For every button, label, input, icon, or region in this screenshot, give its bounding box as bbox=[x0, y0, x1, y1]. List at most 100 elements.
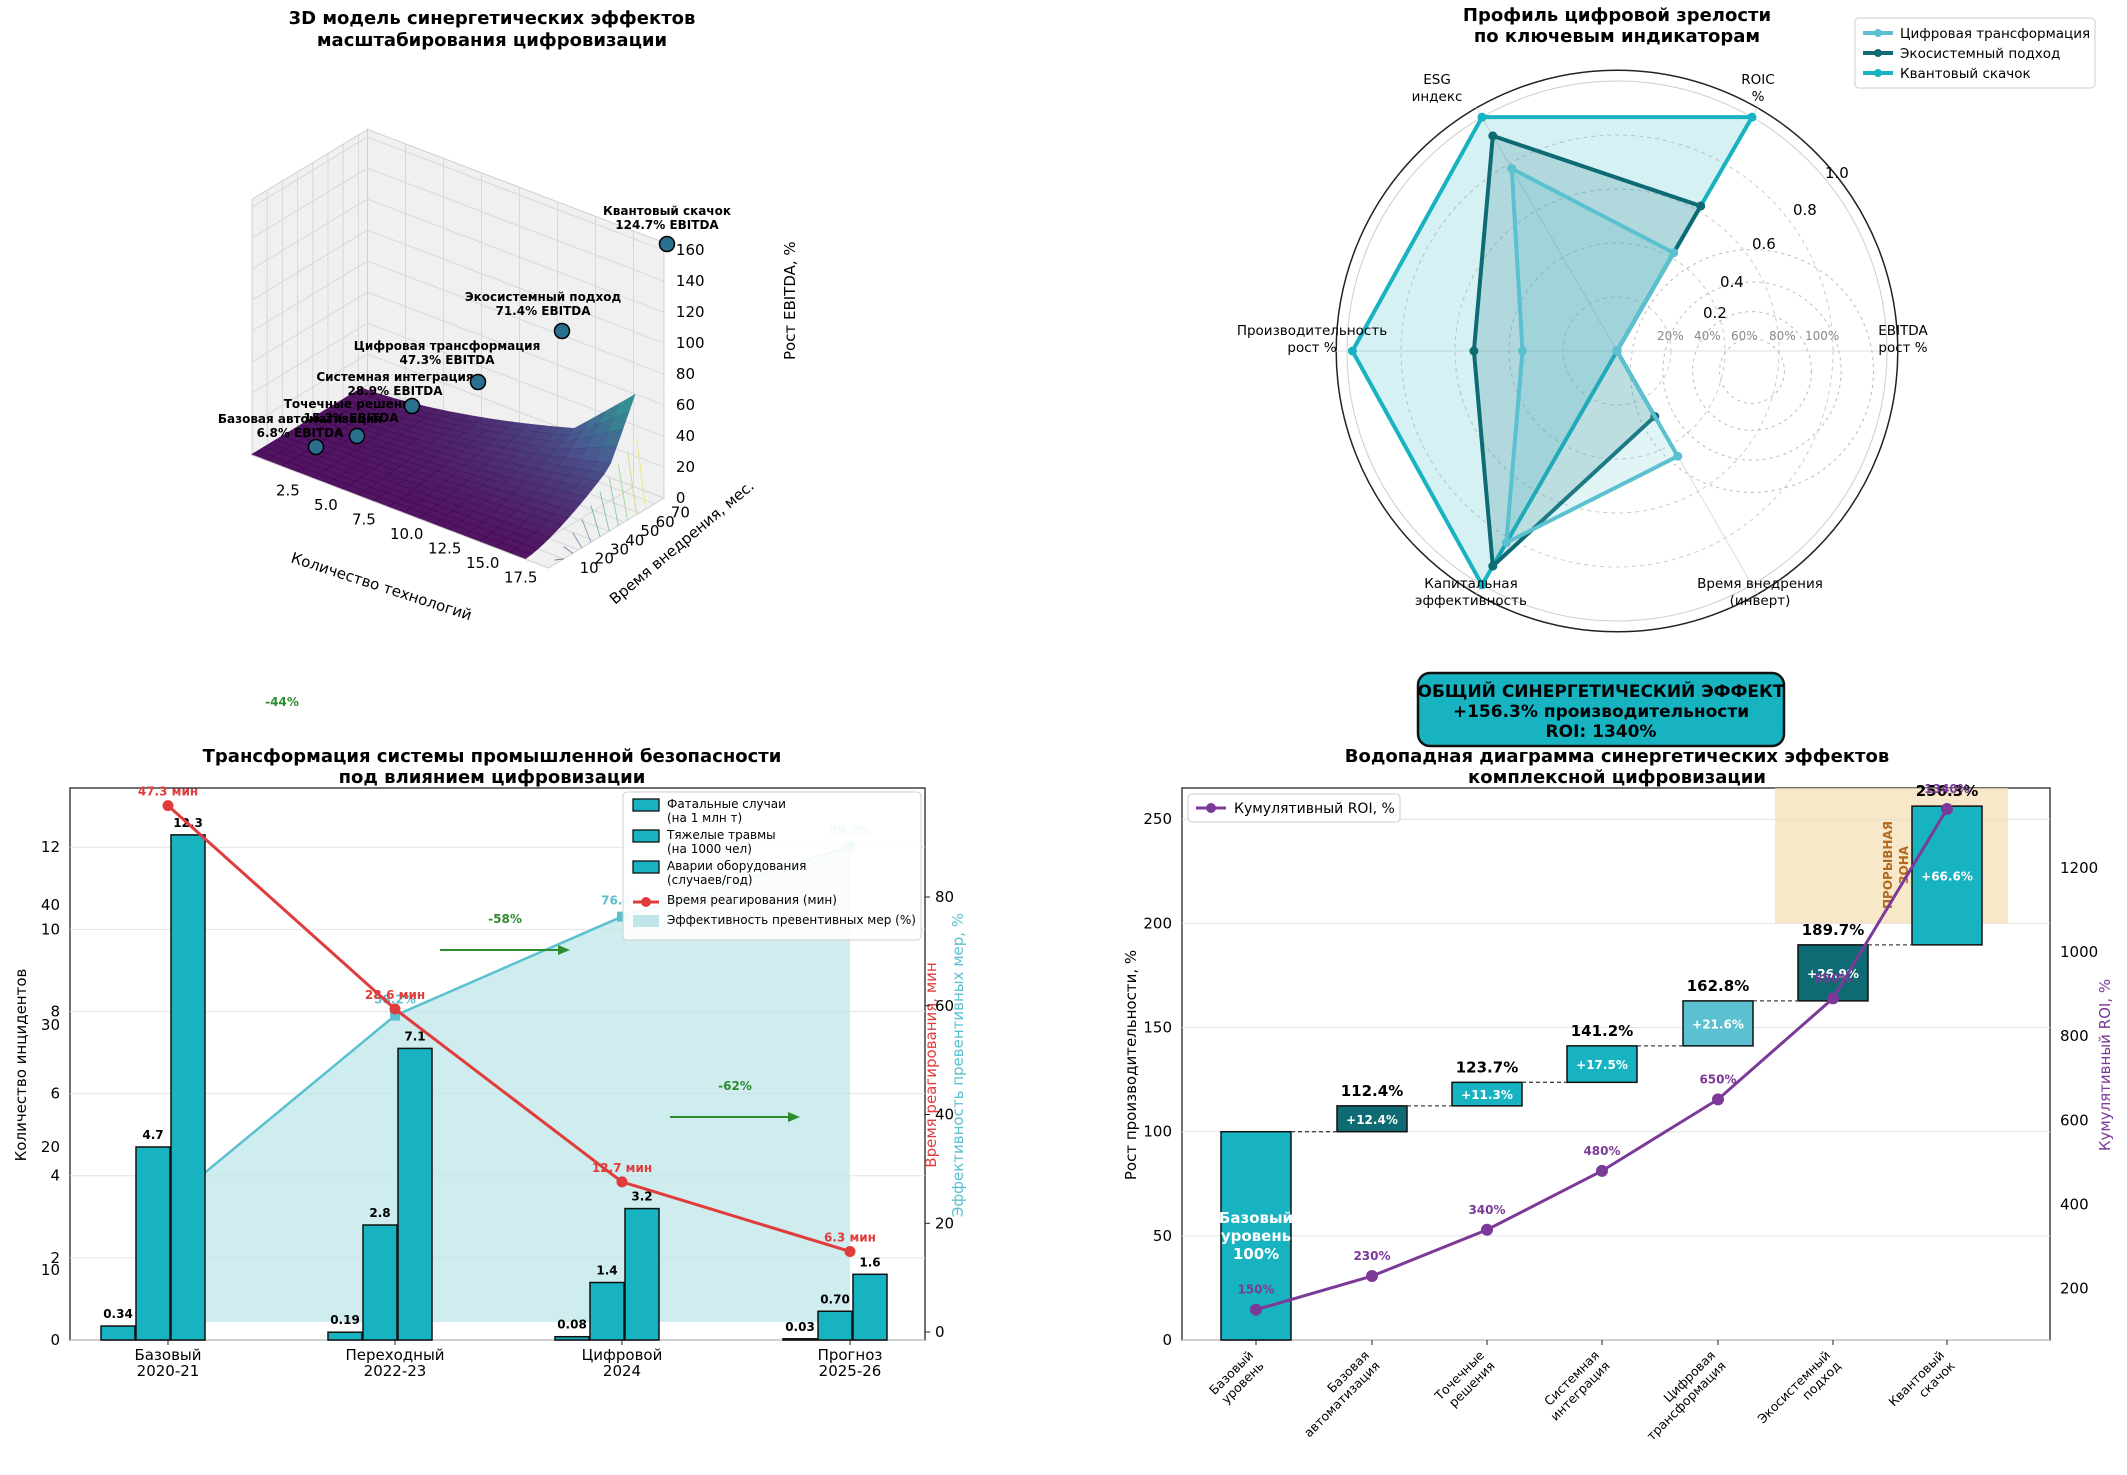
legend-label: Тяжелые травмы bbox=[666, 828, 776, 842]
response-marker bbox=[162, 800, 174, 812]
milestone-point bbox=[403, 397, 421, 415]
grid-line bbox=[251, 167, 665, 282]
y2-tick-label: 600 bbox=[2060, 1111, 2089, 1129]
delta-label: +17.5% bbox=[1576, 1058, 1628, 1072]
grid-line bbox=[251, 198, 665, 313]
contour-line bbox=[608, 478, 619, 526]
roi-marker bbox=[1250, 1303, 1262, 1316]
legend-swatch bbox=[632, 829, 660, 843]
inner-tick-label: 60% bbox=[1731, 329, 1758, 343]
surface-cell bbox=[509, 548, 533, 559]
radar-point bbox=[1347, 346, 1357, 356]
grid-line bbox=[251, 229, 665, 344]
zone-label: ПРОРЫВНАЯ bbox=[1881, 821, 1895, 909]
waterfall-bar bbox=[1911, 805, 1983, 946]
radar-legend: Цифровая трансформация Экосистемный подхо… bbox=[1854, 17, 2096, 89]
chart-title: Водопадная диаграмма синергетических эфф… bbox=[1345, 746, 1890, 767]
contour-line bbox=[554, 558, 564, 561]
radar-point bbox=[1488, 131, 1498, 141]
legend-marker bbox=[641, 897, 651, 907]
legend-marker bbox=[1874, 49, 1882, 57]
x-tick-label: Переходный bbox=[345, 1346, 444, 1364]
roi-value-label: 480% bbox=[1583, 1144, 1620, 1158]
incident-bar bbox=[100, 1325, 136, 1341]
delta-label: +12.4% bbox=[1346, 1113, 1398, 1127]
radial-tick-label: 0.6 bbox=[1752, 235, 1776, 253]
milestone-label: 71.4% EBITDA bbox=[495, 304, 591, 318]
x-tick-label: 10.0 bbox=[390, 525, 423, 543]
y-tick-label: 60 bbox=[656, 513, 675, 531]
z-tick-label: 0 bbox=[676, 489, 686, 507]
incident-bar bbox=[170, 834, 206, 1341]
base-label: 100% bbox=[1233, 1245, 1279, 1263]
chart-title: Профиль цифровой зрелости bbox=[1463, 5, 1771, 26]
milestone-point bbox=[553, 322, 571, 340]
bar-value-label: 1.4 bbox=[596, 1264, 617, 1278]
legend-label: Экосистемный подход bbox=[1900, 46, 2060, 62]
chart-title: Трансформация системы промышленной безоп… bbox=[203, 746, 782, 767]
radar-point bbox=[1488, 561, 1498, 571]
y-tick-label: 4 bbox=[50, 1167, 60, 1185]
bar-value-label: 0.70 bbox=[820, 1292, 850, 1306]
y-tick-label: 10 bbox=[580, 559, 599, 577]
legend-label: (случаев/год) bbox=[667, 873, 753, 887]
milestone-label: Цифровая трансформация bbox=[354, 339, 541, 353]
chart-title: масштабирования цифровизации bbox=[317, 30, 667, 51]
y2-tick-label: 800 bbox=[2060, 1027, 2089, 1045]
radar-axis-label: рост % bbox=[1878, 340, 1927, 356]
incident-bar bbox=[782, 1338, 818, 1341]
contour-line bbox=[572, 532, 583, 549]
radar-point bbox=[1669, 248, 1679, 258]
y3-tick-label: 80 bbox=[935, 888, 954, 906]
y-tick-label: 20 bbox=[595, 550, 614, 568]
x-tick-label: 15.0 bbox=[466, 554, 499, 572]
milestone-label: Системная интеграция bbox=[316, 370, 473, 384]
y3-tick-label: 20 bbox=[935, 1214, 954, 1232]
total-label: 162.8% bbox=[1687, 977, 1749, 995]
waterfall-bar bbox=[1451, 1081, 1523, 1107]
radar-axis-label: ROIC bbox=[1741, 72, 1774, 88]
roi-value-label: 1340% bbox=[1924, 782, 1969, 796]
grid-line bbox=[251, 291, 665, 406]
legend-label: Эффективность превентивных мер (%) bbox=[667, 913, 916, 927]
radar-axis-label: % bbox=[1752, 89, 1765, 105]
roi-marker bbox=[1481, 1223, 1493, 1236]
grid-line bbox=[517, 230, 635, 557]
prevention-value-label: 58.2% bbox=[374, 993, 416, 1007]
radar-axis-label: Время внедрения bbox=[1697, 576, 1823, 592]
ghost-tick-label: 10 bbox=[41, 1261, 60, 1279]
y2-tick-label: 200 bbox=[2060, 1280, 2089, 1298]
z-tick-label: 100 bbox=[676, 334, 705, 352]
radar-point bbox=[1469, 346, 1479, 356]
chart-title: 3D модель синергетических эффектов bbox=[289, 8, 696, 29]
summary-box bbox=[1416, 671, 1786, 748]
waterfall-bar bbox=[1682, 1000, 1754, 1047]
legend-label: Фатальные случаи bbox=[667, 797, 786, 811]
incident-bar bbox=[817, 1310, 853, 1341]
y-tick-label: 30 bbox=[610, 541, 629, 559]
y2-axis-label: Кумулятивный ROI, % bbox=[2096, 979, 2114, 1151]
y-tick-label: 12 bbox=[41, 838, 60, 856]
legend-swatch bbox=[633, 915, 659, 927]
grid-line bbox=[251, 136, 665, 251]
reduction-label: -44% bbox=[265, 695, 299, 709]
incident-bar bbox=[135, 1146, 171, 1341]
reduction-label: -58% bbox=[488, 912, 522, 926]
waterfall-legend: Кумулятивный ROI, % bbox=[1187, 793, 1401, 823]
contour-line bbox=[563, 546, 574, 554]
bar-value-label: 2.8 bbox=[369, 1206, 390, 1220]
y2-tick-label: 1200 bbox=[2060, 859, 2098, 877]
milestone-label: 15.2% EBITDA bbox=[303, 411, 399, 425]
ghost-tick-label: 40 bbox=[41, 896, 60, 914]
contour-line bbox=[636, 438, 647, 510]
y-axis-label: Количество инцидентов bbox=[12, 969, 30, 1162]
incident-bar bbox=[554, 1335, 590, 1341]
radar-point bbox=[1612, 346, 1622, 356]
waterfall-bar bbox=[1797, 944, 1869, 1002]
chart-title: под влиянием цифровизации bbox=[339, 767, 646, 788]
waterfall-bar bbox=[1566, 1045, 1638, 1084]
response-marker bbox=[389, 1003, 401, 1015]
